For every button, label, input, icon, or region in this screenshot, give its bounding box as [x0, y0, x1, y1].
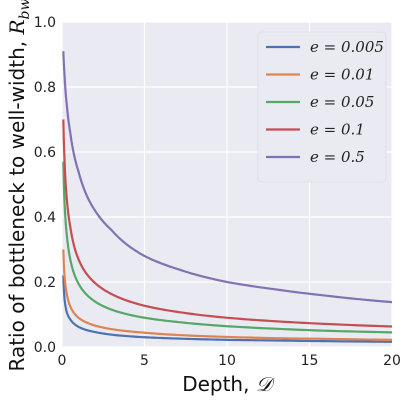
- y-tick-label: 0.4: [34, 210, 56, 226]
- legend: e = 0.005 e = 0.01 e = 0.05 e = 0.1 e = 0.5: [257, 31, 387, 183]
- x-tick-label: 15: [301, 353, 319, 369]
- x-axis-label: Depth, 𝒟: [182, 372, 276, 396]
- legend-box: [257, 31, 387, 183]
- legend-entry-label: e = 0.1: [310, 121, 365, 139]
- legend-entry-label: e = 0.05: [310, 93, 374, 111]
- series-lines: [62, 51, 393, 343]
- legend-entry-label: e = 0.5: [310, 148, 365, 166]
- x-tick-label: 10: [218, 353, 236, 369]
- x-tick-label: 20: [383, 353, 401, 369]
- y-tick-label: 0.0: [34, 340, 56, 356]
- y-axis-label: Ratio of bottleneck to well-width, Rbw: [5, 0, 33, 372]
- y-tick-label: 0.8: [34, 80, 56, 96]
- y-axis-label-math: R: [5, 19, 29, 35]
- x-axis-label-math: 𝒟: [256, 372, 276, 396]
- series-line-e-0.005: [62, 275, 393, 343]
- x-tick-label: 5: [140, 353, 149, 369]
- tick-labels: 0 5 10 15 20 0.0 0.2 0.4 0.6 0.8 1.0: [34, 15, 401, 369]
- y-tick-label: 0.6: [34, 145, 56, 161]
- series-line-e-0.1: [62, 119, 393, 328]
- x-tick-label: 0: [58, 353, 67, 369]
- series-line-e-0.05: [62, 161, 393, 334]
- y-tick-label: 0.2: [34, 275, 56, 291]
- series-line-e-0.5: [62, 51, 393, 304]
- legend-entry-label: e = 0.005: [310, 38, 384, 56]
- y-axis-label-text: Ratio of bottleneck to well-width,: [5, 35, 29, 372]
- y-axis-label-subscript: bw: [17, 0, 33, 19]
- series-line-e-0.01: [62, 249, 393, 341]
- x-axis-label-text: Depth,: [182, 372, 256, 396]
- y-tick-label: 1.0: [34, 15, 56, 31]
- legend-entry-label: e = 0.01: [310, 66, 374, 84]
